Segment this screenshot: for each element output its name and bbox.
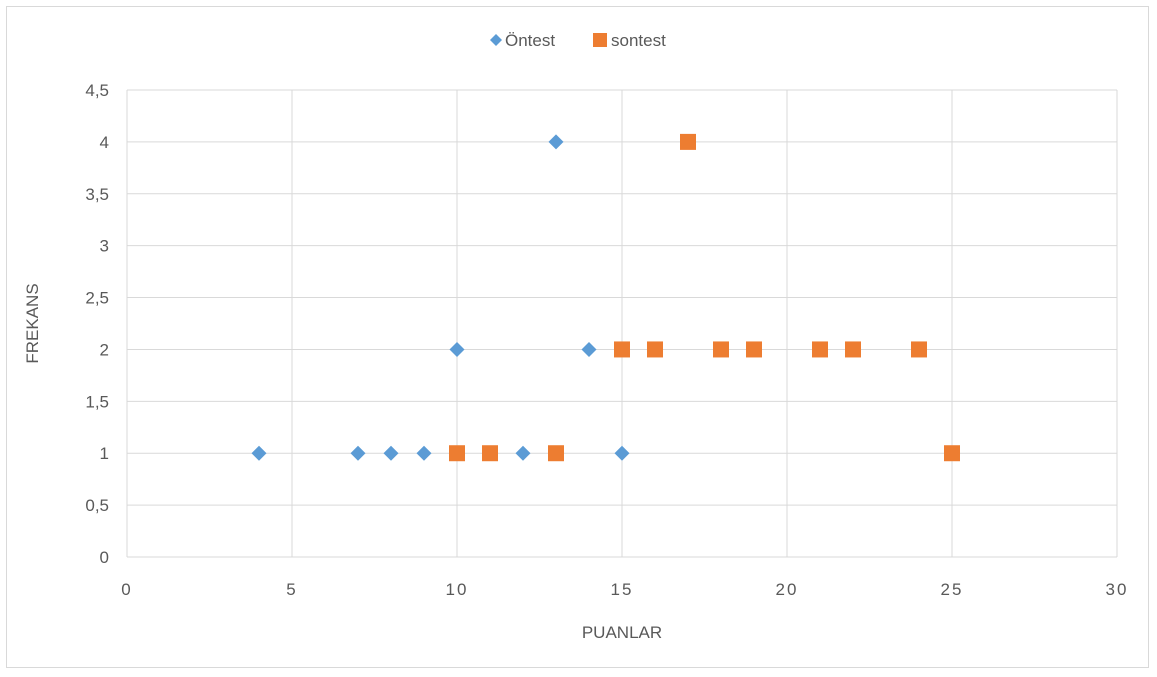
y-tick-label: 4 bbox=[100, 133, 109, 152]
point-sontest bbox=[746, 341, 762, 358]
point-ontest bbox=[383, 445, 399, 461]
x-tick-label: 25 bbox=[941, 580, 964, 599]
y-axis-ticks: 0 0,5 1 1,5 2 2,5 3 3,5 4 4,5 bbox=[85, 81, 109, 567]
legend: Öntest sontest bbox=[490, 31, 666, 50]
y-tick-label: 0,5 bbox=[85, 496, 109, 515]
point-sontest bbox=[911, 341, 927, 358]
point-sontest bbox=[680, 133, 696, 150]
legend-label-sontest: sontest bbox=[611, 31, 666, 50]
x-axis-ticks: 0 5 10 15 20 25 30 bbox=[121, 580, 1129, 599]
point-sontest bbox=[944, 445, 960, 462]
x-tick-label: 30 bbox=[1106, 580, 1129, 599]
gridlines bbox=[126, 89, 1118, 558]
y-tick-label: 1,5 bbox=[85, 392, 109, 411]
legend-marker-sontest bbox=[593, 33, 607, 47]
point-ontest bbox=[350, 445, 366, 461]
x-tick-label: 10 bbox=[446, 580, 469, 599]
y-tick-label: 3,5 bbox=[85, 185, 109, 204]
y-tick-label: 3 bbox=[100, 237, 109, 256]
data-points bbox=[251, 133, 960, 462]
point-sontest bbox=[812, 341, 828, 358]
y-tick-label: 1 bbox=[100, 444, 109, 463]
point-sontest bbox=[614, 341, 630, 358]
x-tick-label: 5 bbox=[286, 580, 297, 599]
x-axis-title: PUANLAR bbox=[582, 623, 662, 642]
point-ontest bbox=[614, 445, 630, 461]
chart-frame bbox=[6, 6, 1149, 668]
legend-marker-ontest bbox=[490, 34, 502, 46]
point-ontest bbox=[581, 341, 597, 357]
x-tick-label: 15 bbox=[611, 580, 634, 599]
y-axis-title: FREKANS bbox=[23, 283, 42, 363]
point-ontest bbox=[515, 445, 531, 461]
point-sontest bbox=[449, 445, 465, 462]
point-sontest bbox=[845, 341, 861, 358]
point-ontest bbox=[251, 445, 267, 461]
x-tick-label: 20 bbox=[776, 580, 799, 599]
y-tick-label: 0 bbox=[100, 548, 109, 567]
x-tick-label: 0 bbox=[121, 580, 132, 599]
point-sontest bbox=[713, 341, 729, 358]
point-ontest bbox=[416, 445, 432, 461]
point-sontest bbox=[482, 445, 498, 462]
legend-label-ontest: Öntest bbox=[505, 31, 555, 50]
point-sontest bbox=[548, 445, 564, 462]
y-tick-label: 2 bbox=[100, 340, 109, 359]
point-ontest bbox=[548, 134, 564, 150]
point-ontest bbox=[449, 341, 465, 357]
y-tick-label: 4,5 bbox=[85, 81, 109, 100]
point-sontest bbox=[647, 341, 663, 358]
y-tick-label: 2,5 bbox=[85, 289, 109, 308]
